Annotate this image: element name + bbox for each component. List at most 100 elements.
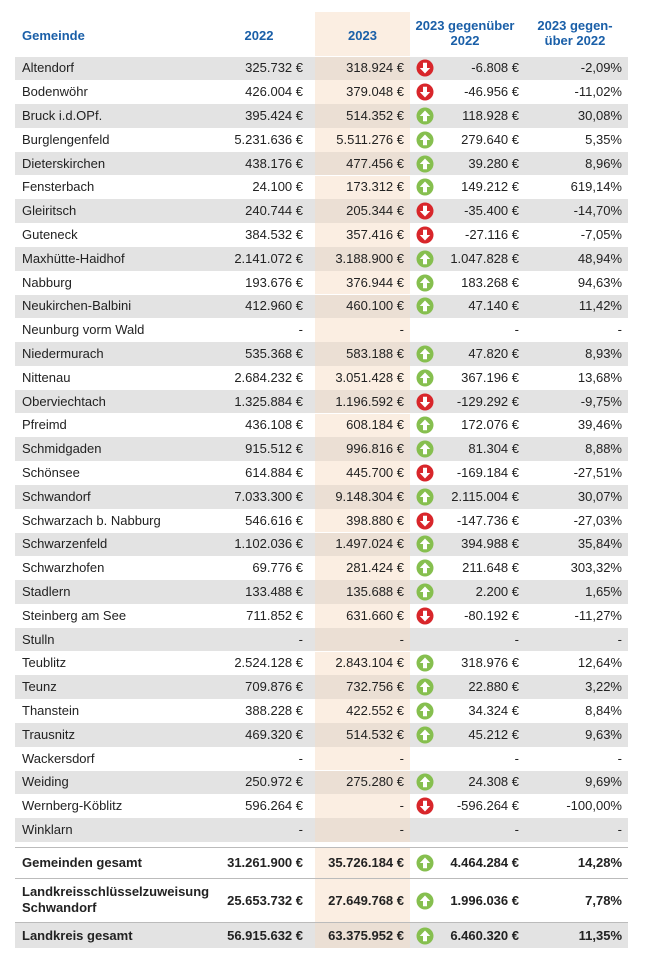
value-2023: 422.552 €	[346, 703, 404, 718]
arrow-up	[416, 440, 434, 458]
name: Maxhütte-Haidhof	[22, 250, 125, 266]
column-highlight	[315, 127, 410, 152]
value-2023: 205.344 €	[346, 203, 404, 219]
value-pct: 94,63%	[577, 274, 622, 290]
value-2023: 27.649.768 €	[328, 892, 404, 908]
value-pct: 8,84%	[585, 703, 622, 718]
value-diff: 45.212 €	[468, 726, 519, 742]
arrow-up	[416, 559, 434, 577]
value-2022: 325.732 €	[245, 60, 303, 76]
value-diff: -80.192 €	[464, 607, 519, 623]
value-diff: 4.464.284 €	[450, 855, 519, 870]
value-diff: 2.200 €	[475, 584, 519, 599]
header-highlight	[315, 12, 410, 56]
arrow-up	[416, 107, 434, 125]
arrow-up	[416, 678, 434, 696]
header-diff: 2023 gegenüber 2022	[415, 18, 515, 48]
value-diff: -6.808 €	[471, 60, 519, 76]
value-2022: 535.368 €	[245, 346, 303, 361]
column-highlight	[315, 627, 410, 652]
value-2022: 25.653.732 €	[227, 892, 303, 908]
value-pct: 48,94%	[577, 250, 622, 266]
value-pct: -2,09%	[580, 60, 622, 76]
name: Weiding	[22, 774, 69, 790]
name: Landkreisschlüsselzuweisung Schwandorf	[22, 884, 210, 915]
column-highlight	[315, 461, 410, 485]
arrow-up	[416, 854, 434, 872]
value-pct: 303,32%	[570, 560, 622, 576]
value-2023: 135.688 €	[346, 584, 404, 599]
column-highlight	[315, 413, 410, 438]
name: Altendorf	[22, 60, 75, 76]
arrow-down	[416, 797, 434, 815]
value-diff: -147.736 €	[456, 512, 519, 528]
name: Burglengenfeld	[22, 131, 110, 147]
value-pct: -9,75%	[580, 393, 622, 409]
value-2023: 477.456 €	[346, 155, 404, 171]
arrow-up	[416, 583, 434, 601]
name: Oberviechtach	[22, 393, 106, 409]
column-highlight	[315, 270, 410, 295]
value-2023: 460.100 €	[346, 298, 404, 314]
value-2022: 469.320 €	[245, 726, 303, 742]
arrow-up	[416, 535, 434, 553]
value-2023: 608.184 €	[346, 417, 404, 433]
value-pct: -	[617, 822, 622, 837]
column-highlight	[315, 770, 410, 795]
value-pct: 12,64%	[577, 655, 622, 671]
value-2023: 445.700 €	[346, 465, 404, 480]
value-2023: 281.424 €	[346, 560, 404, 576]
name: Landkreis gesamt	[22, 927, 133, 943]
value-2023: 9.148.304 €	[335, 488, 404, 504]
header-2023: 2023	[348, 28, 377, 43]
value-diff: 367.196 €	[461, 369, 519, 385]
value-2022: 69.776 €	[252, 560, 303, 576]
name: Teunz	[22, 679, 57, 695]
value-2023: 398.880 €	[346, 512, 404, 528]
name: Stulln	[22, 631, 55, 647]
arrow-down	[416, 512, 434, 530]
value-2022: 193.676 €	[245, 274, 303, 290]
column-highlight	[315, 848, 410, 878]
value-diff: 6.460.320 €	[450, 927, 519, 943]
value-2022: -	[298, 322, 303, 338]
arrow-up	[416, 274, 434, 292]
column-highlight	[315, 818, 410, 842]
value-2023: 631.660 €	[346, 607, 404, 623]
value-2023: -	[399, 798, 404, 814]
value-2022: 395.424 €	[245, 108, 303, 123]
value-diff: 22.880 €	[468, 679, 519, 695]
name: Teublitz	[22, 655, 67, 671]
arrow-down	[416, 226, 434, 244]
value-2022: 7.033.300 €	[234, 488, 303, 504]
value-diff: 149.212 €	[461, 179, 519, 195]
value-2023: 583.188 €	[346, 346, 404, 361]
column-highlight	[315, 246, 410, 271]
value-diff: 211.648 €	[462, 560, 519, 576]
value-pct: 9,69%	[585, 774, 622, 790]
arrow-up	[416, 345, 434, 363]
arrow-up	[416, 488, 434, 506]
value-diff: -	[514, 322, 519, 338]
value-diff: 34.324 €	[468, 703, 519, 718]
value-pct: 11,42%	[578, 298, 622, 314]
arrow-down	[416, 607, 434, 625]
header-name: Gemeinde	[22, 28, 85, 43]
separator	[15, 922, 628, 923]
value-2023: 63.375.952 €	[328, 927, 404, 943]
value-2023: 376.944 €	[346, 274, 404, 290]
arrow-up	[416, 927, 434, 944]
name: Schwarzenfeld	[22, 536, 108, 552]
value-2023: 996.816 €	[346, 441, 404, 457]
value-pct: 11,35%	[578, 927, 622, 943]
name: Gemeinden gesamt	[22, 855, 142, 870]
column-highlight	[315, 223, 410, 247]
value-pct: -	[617, 322, 622, 338]
value-pct: 39,46%	[577, 417, 622, 433]
name: Schwandorf	[22, 488, 91, 504]
value-2022: 915.512 €	[245, 441, 303, 457]
arrow-up	[416, 654, 434, 672]
name: Schwarzach b. Nabburg	[22, 512, 161, 528]
value-diff: 39.280 €	[468, 155, 519, 171]
